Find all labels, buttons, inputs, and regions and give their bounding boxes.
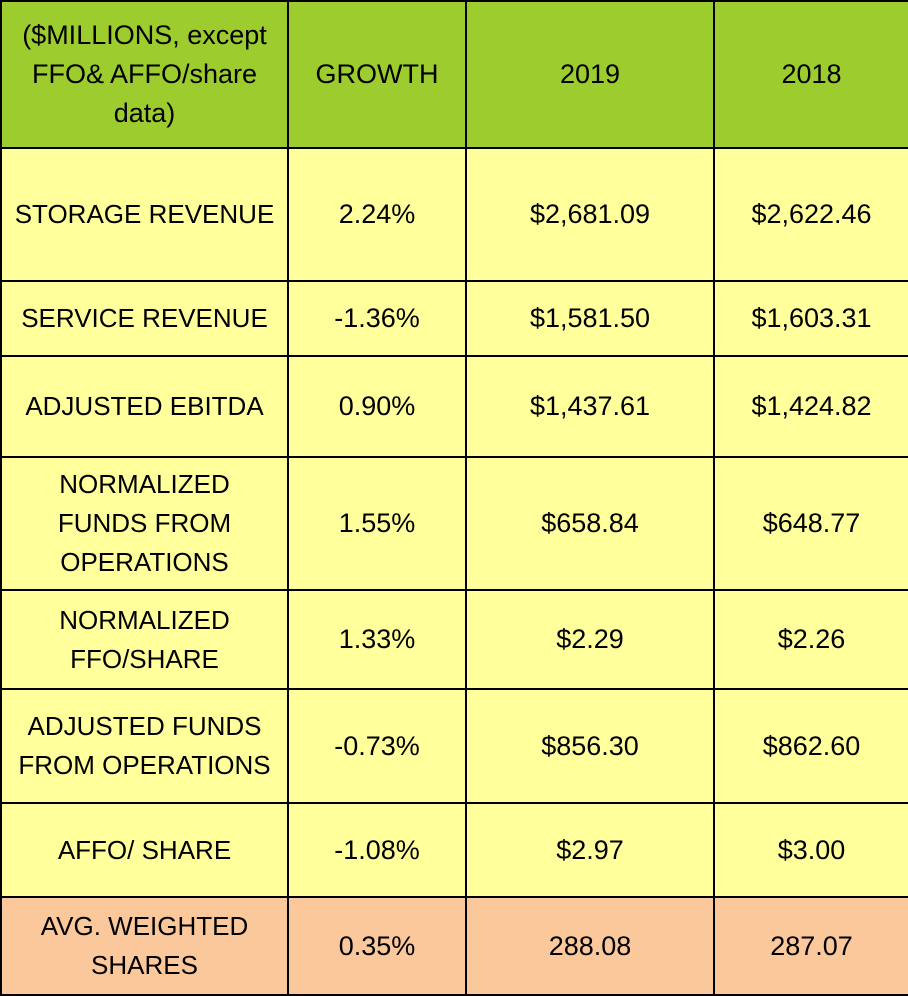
value-2018-cell: $648.77 xyxy=(713,456,908,591)
growth-cell: 2.24% xyxy=(287,147,467,282)
value-2019-cell: $2.29 xyxy=(465,589,715,690)
value-2018-cell: $862.60 xyxy=(713,688,908,804)
table-row: ADJUSTED FUNDS FROM OPERATIONS -0.73% $8… xyxy=(0,688,908,804)
value-2019-cell: $658.84 xyxy=(465,456,715,591)
value-2018-cell: $1,424.82 xyxy=(713,355,908,458)
value-2019-cell: $856.30 xyxy=(465,688,715,804)
value-2018-cell: 287.07 xyxy=(713,896,908,996)
value-2019-cell: 288.08 xyxy=(465,896,715,996)
row-label: SERVICE REVENUE xyxy=(0,280,289,357)
growth-cell: -0.73% xyxy=(287,688,467,804)
table-row: AFFO/ SHARE -1.08% $2.97 $3.00 xyxy=(0,802,908,898)
value-2018-cell: $2.26 xyxy=(713,589,908,690)
header-cell-metric: ($MILLIONS, except FFO& AFFO/share data) xyxy=(0,0,289,149)
header-cell-2019: 2019 xyxy=(465,0,715,149)
value-2018-cell: $1,603.31 xyxy=(713,280,908,357)
value-2018-cell: $2,622.46 xyxy=(713,147,908,282)
table-row: ADJUSTED EBITDA 0.90% $1,437.61 $1,424.8… xyxy=(0,355,908,458)
value-2019-cell: $2,681.09 xyxy=(465,147,715,282)
row-label: ADJUSTED EBITDA xyxy=(0,355,289,458)
table-row: AVG. WEIGHTED SHARES 0.35% 288.08 287.07 xyxy=(0,896,908,996)
row-label: NORMALIZED FFO/SHARE xyxy=(0,589,289,690)
row-label: AFFO/ SHARE xyxy=(0,802,289,898)
value-2019-cell: $1,581.50 xyxy=(465,280,715,357)
value-2019-cell: $2.97 xyxy=(465,802,715,898)
growth-cell: 1.55% xyxy=(287,456,467,591)
table-row: NORMALIZED FFO/SHARE 1.33% $2.29 $2.26 xyxy=(0,589,908,690)
row-label: NORMALIZED FUNDS FROM OPERATIONS xyxy=(0,456,289,591)
growth-cell: -1.08% xyxy=(287,802,467,898)
growth-cell: 1.33% xyxy=(287,589,467,690)
growth-cell: -1.36% xyxy=(287,280,467,357)
header-cell-growth: GROWTH xyxy=(287,0,467,149)
growth-cell: 0.35% xyxy=(287,896,467,996)
row-label: AVG. WEIGHTED SHARES xyxy=(0,896,289,996)
row-label: ADJUSTED FUNDS FROM OPERATIONS xyxy=(0,688,289,804)
table-row: SERVICE REVENUE -1.36% $1,581.50 $1,603.… xyxy=(0,280,908,357)
header-cell-2018: 2018 xyxy=(713,0,908,149)
row-label: STORAGE REVENUE xyxy=(0,147,289,282)
table-row: STORAGE REVENUE 2.24% $2,681.09 $2,622.4… xyxy=(0,147,908,282)
table-row: NORMALIZED FUNDS FROM OPERATIONS 1.55% $… xyxy=(0,456,908,591)
growth-cell: 0.90% xyxy=(287,355,467,458)
value-2018-cell: $3.00 xyxy=(713,802,908,898)
value-2019-cell: $1,437.61 xyxy=(465,355,715,458)
header-row: ($MILLIONS, except FFO& AFFO/share data)… xyxy=(0,0,908,149)
